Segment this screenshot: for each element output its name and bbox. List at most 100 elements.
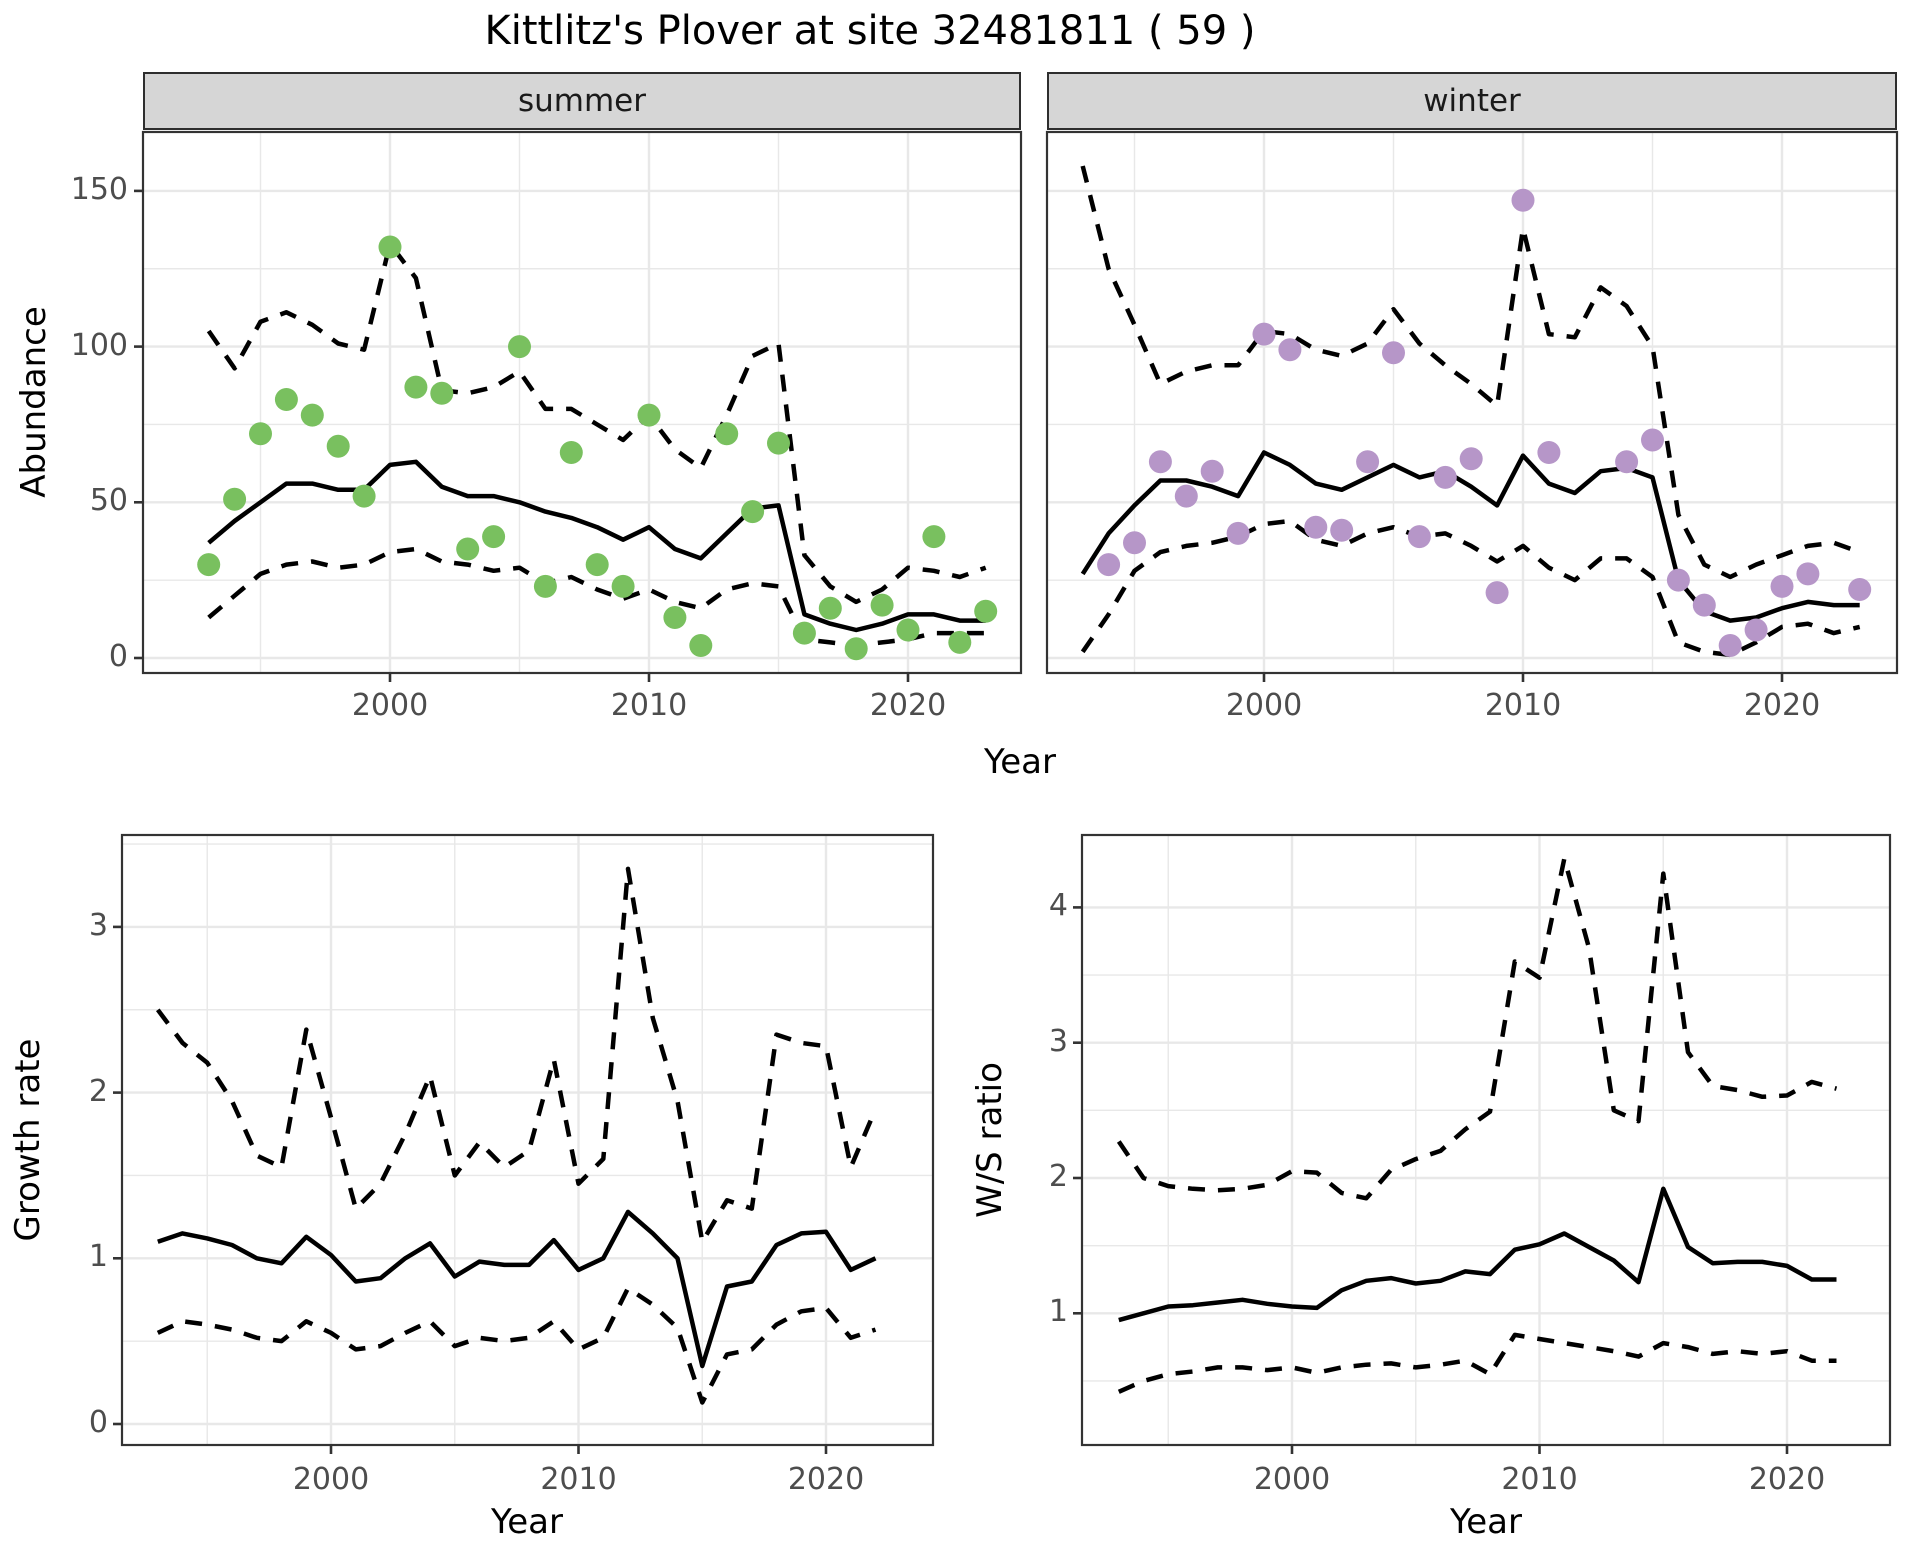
data-point-abundance-summer [741, 500, 765, 524]
y-tick-label: 3 [1048, 1023, 1068, 1059]
y-tick-label: 3 [88, 907, 108, 943]
data-point-abundance-summer [352, 484, 376, 508]
data-point-abundance-winter [1770, 574, 1794, 598]
data-point-abundance-summer [715, 422, 739, 446]
x-tick-label: 2010 [1484, 688, 1562, 723]
y-tick-label: 4 [1048, 888, 1068, 924]
data-point-abundance-summer [300, 403, 324, 427]
facet-strip-summer-label: summer [517, 83, 646, 119]
figure-title: Kittlitz's Plover at site 32481811 ( 59 … [484, 8, 1256, 54]
data-point-abundance-winter [1692, 593, 1716, 617]
gridlines-ws-ratio [1082, 835, 1890, 1445]
data-point-abundance-winter [1226, 521, 1250, 545]
tick-marks-abundance-summer [134, 189, 910, 682]
data-point-abundance-summer [482, 525, 506, 549]
gridlines-growth-rate [122, 835, 933, 1445]
data-point-abundance-winter [1459, 447, 1483, 471]
data-point-abundance-summer [689, 634, 713, 657]
data-point-abundance-winter [1407, 525, 1431, 549]
data-point-abundance-winter [1148, 450, 1172, 474]
data-point-abundance-winter [1744, 618, 1768, 642]
data-point-abundance-summer [326, 434, 350, 458]
data-point-abundance-summer [378, 235, 402, 259]
series-growth-rate [155, 866, 878, 1405]
data-point-abundance-summer [249, 422, 272, 446]
data-point-abundance-winter [1304, 515, 1328, 539]
gridlines-abundance-winter [1047, 132, 1897, 673]
x-tick-label: 2000 [351, 688, 429, 723]
data-point-abundance-summer [611, 574, 635, 598]
data-point-abundance-winter [1537, 441, 1561, 464]
data-point-abundance-summer [430, 381, 454, 405]
data-point-abundance-summer [559, 441, 583, 464]
data-point-abundance-summer [844, 637, 868, 661]
panel-border-growth-rate [120, 833, 935, 1447]
data-point-abundance-winter [1382, 341, 1405, 365]
panel-border-ws-ratio [1080, 833, 1892, 1447]
tick-marks-growth-rate [113, 925, 828, 1454]
x-tick-label: 2020 [1743, 688, 1821, 723]
data-point-abundance-summer [637, 403, 661, 427]
data-point-abundance-winter [1174, 484, 1198, 508]
data-point-abundance-winter [1615, 450, 1639, 474]
x-tick-label: 2010 [1501, 1462, 1578, 1497]
data-point-abundance-summer [533, 574, 557, 598]
data-point-abundance-summer [922, 525, 946, 549]
tick-marks-ws-ratio [1073, 906, 1789, 1454]
data-point-abundance-winter [1278, 338, 1302, 362]
data-point-abundance-summer [404, 375, 428, 399]
series-ws-ratio [1116, 856, 1838, 1394]
data-point-abundance-summer [223, 487, 247, 511]
data-point-abundance-winter [1200, 459, 1224, 483]
data-point-abundance-summer [663, 606, 687, 629]
data-point-abundance-winter [1097, 553, 1121, 577]
panel-border-abundance-winter [1045, 130, 1899, 675]
x-tick-label: 2020 [787, 1462, 865, 1497]
data-point-abundance-winter [1666, 568, 1690, 592]
data-point-abundance-winter [1641, 428, 1664, 452]
data-point-abundance-summer [792, 621, 816, 645]
y-tick-label: 150 [70, 171, 128, 207]
x-axis-title-top: Year [984, 742, 1056, 782]
data-point-abundance-summer [974, 599, 998, 623]
data-point-abundance-summer [197, 553, 221, 577]
facet-strip-winter-label: winter [1423, 83, 1521, 119]
data-point-abundance-summer [870, 593, 894, 617]
y-tick-label: 100 [70, 327, 128, 363]
x-tick-label: 2020 [869, 688, 947, 723]
data-point-abundance-winter [1123, 531, 1146, 555]
y-tick-label: 2 [88, 1073, 108, 1109]
data-point-abundance-winter [1796, 562, 1820, 586]
data-point-abundance-summer [456, 537, 480, 561]
y-tick-label: 50 [89, 483, 128, 519]
data-point-abundance-winter [1718, 634, 1742, 657]
data-point-abundance-summer [896, 618, 920, 642]
data-point-abundance-winter [1511, 188, 1535, 212]
data-point-abundance-summer [585, 553, 609, 577]
gridlines-abundance-summer [143, 132, 1021, 673]
x-tick-label: 2000 [1225, 688, 1303, 723]
y-tick-label: 0 [88, 1405, 108, 1440]
y-tick-label: 1 [88, 1239, 108, 1275]
series-abundance-winter [1080, 165, 1872, 658]
data-point-abundance-winter [1252, 322, 1276, 346]
data-point-abundance-summer [767, 431, 790, 455]
y-tick-label: 0 [108, 639, 128, 674]
series-abundance-summer [197, 235, 998, 661]
panel-border-abundance-summer [141, 130, 1023, 675]
x-tick-label: 2000 [292, 1462, 370, 1497]
y-tick-label: 2 [1048, 1159, 1068, 1194]
x-axis-title-growth: Year [491, 1502, 563, 1542]
x-tick-label: 2010 [540, 1462, 617, 1497]
x-tick-label: 2000 [1253, 1462, 1331, 1497]
facet-strip-winter: winter [1047, 72, 1897, 130]
data-point-abundance-summer [274, 388, 298, 411]
data-point-abundance-summer [508, 335, 531, 359]
data-point-abundance-winter [1433, 465, 1457, 489]
data-point-abundance-winter [1330, 518, 1354, 542]
data-point-abundance-winter [1356, 450, 1380, 474]
x-tick-label: 2010 [610, 688, 688, 723]
data-point-abundance-winter [1848, 578, 1872, 601]
tick-marks-abundance-winter [1262, 673, 1784, 682]
